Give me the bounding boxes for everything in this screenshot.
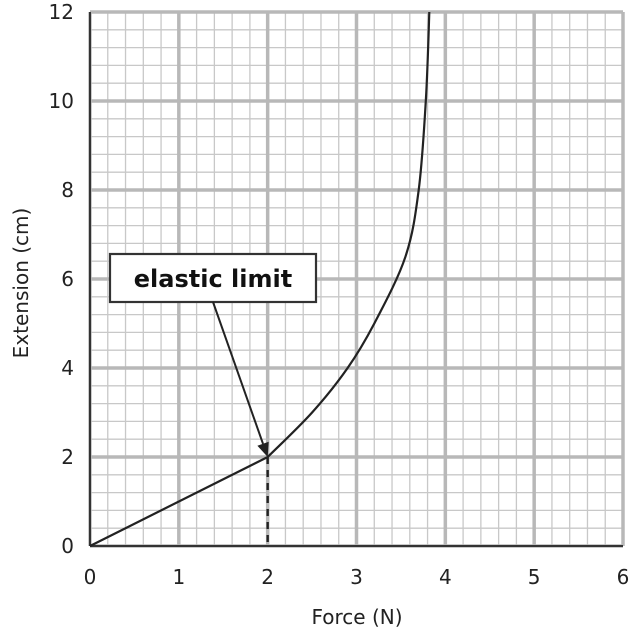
x-tick-label: 0 [84, 565, 97, 589]
y-tick-label: 6 [61, 267, 74, 291]
x-tick-label: 2 [261, 565, 274, 589]
x-tick-label: 5 [528, 565, 541, 589]
elastic-limit-label: elastic limit [134, 265, 292, 293]
elastic-limit-arrowhead [257, 441, 269, 457]
y-tick-label: 12 [49, 0, 74, 24]
axes [89, 12, 623, 547]
y-tick-label: 4 [61, 356, 74, 380]
y-tick-label: 10 [49, 89, 74, 113]
extension-curve [89, 11, 431, 547]
annotation-layer: elastic limit [108, 252, 318, 546]
series-layer [89, 11, 431, 547]
y-tick-label: 8 [61, 178, 74, 202]
y-tick-label: 2 [61, 445, 74, 469]
elastic-limit-arrow [212, 301, 264, 445]
x-tick-label: 1 [172, 565, 185, 589]
x-tick-label: 3 [350, 565, 363, 589]
x-axis-title: Force (N) [311, 605, 402, 629]
elastic-limit-label-box [108, 252, 318, 304]
y-axis-title: Extension (cm) [9, 208, 33, 359]
x-tick-label: 4 [439, 565, 452, 589]
y-tick-label: 0 [61, 534, 74, 558]
x-tick-label: 6 [617, 565, 630, 589]
